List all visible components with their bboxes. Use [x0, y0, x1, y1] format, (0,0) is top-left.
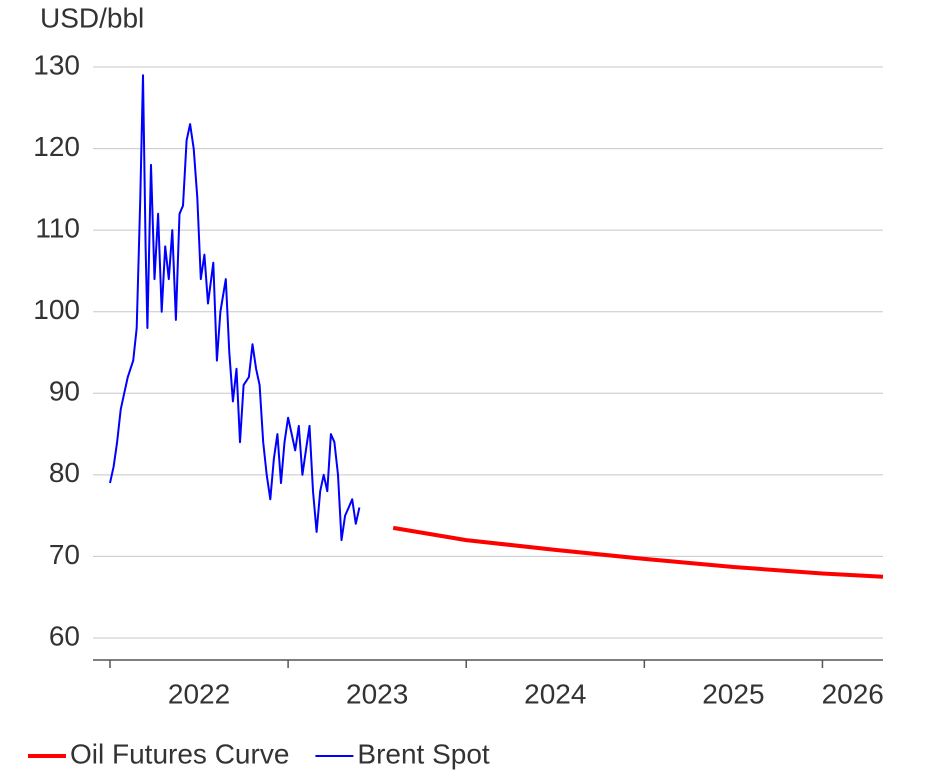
- series-line: [392, 525, 884, 579]
- y-tick-label: 120: [33, 131, 80, 162]
- y-tick-label: 70: [49, 539, 80, 570]
- y-tick-label: 60: [49, 620, 80, 651]
- x-tick-label: 2022: [168, 678, 230, 709]
- y-tick-label: 80: [49, 457, 80, 488]
- legend-label: Oil Futures Curve: [70, 738, 289, 769]
- y-axis-label: USD/bbl: [40, 2, 144, 33]
- y-tick-label: 90: [49, 376, 80, 407]
- y-tick-label: 100: [33, 294, 80, 325]
- x-tick-label: 2026: [822, 678, 884, 709]
- y-tick-label: 130: [33, 49, 80, 80]
- y-tick-label: 110: [35, 213, 80, 244]
- x-tick-label: 2025: [702, 678, 764, 709]
- series-line: [109, 74, 361, 542]
- x-tick-label: 2023: [346, 678, 408, 709]
- legend-label: Brent Spot: [357, 738, 490, 769]
- x-tick-label: 2024: [524, 678, 586, 709]
